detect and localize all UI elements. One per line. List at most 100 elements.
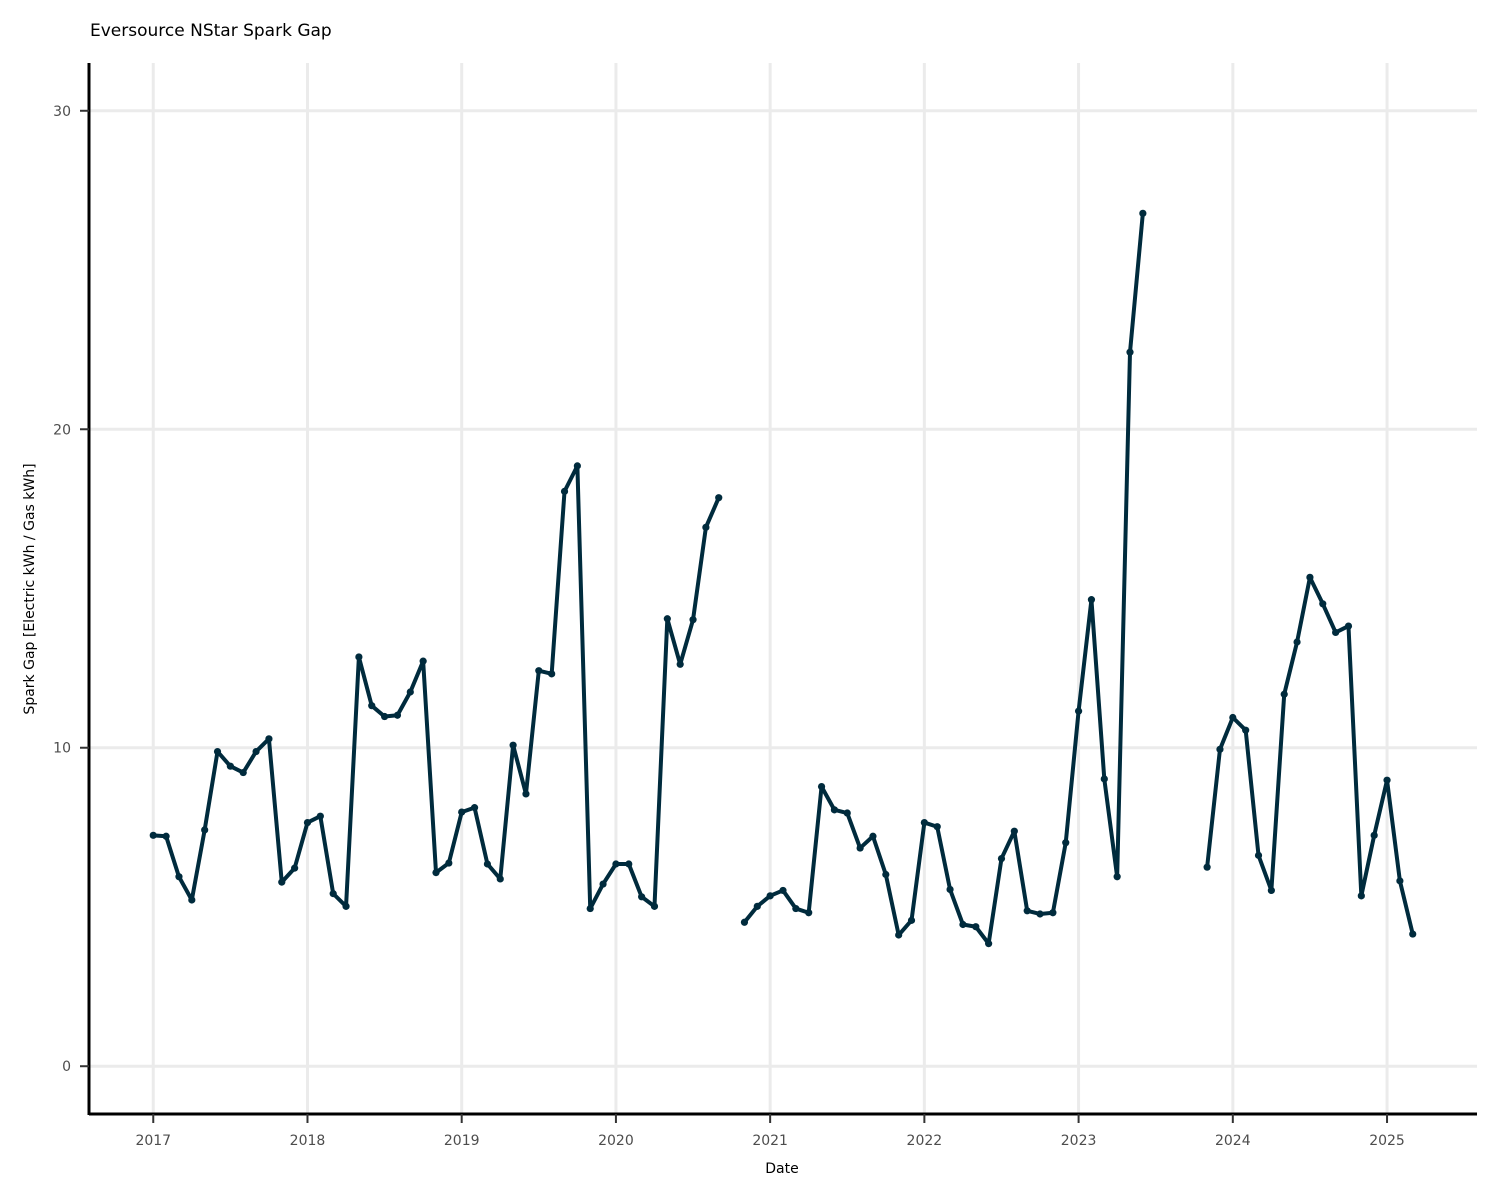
data-point [1357,892,1365,900]
data-point [856,844,864,852]
data-point [817,783,826,791]
data-point [1074,707,1083,715]
y-tick-label: 10 [53,741,71,757]
data-point [1383,776,1391,784]
x-tick-label: 2022 [907,1133,943,1149]
data-point [1306,573,1314,581]
data-point [985,940,993,948]
data-point [368,702,376,710]
data-point [702,523,710,531]
series-group [149,209,1417,948]
data-point [1229,713,1237,722]
x-tick-label: 2019 [444,1133,480,1149]
data-point [522,790,530,798]
data-point [419,657,427,665]
data-point [1036,910,1044,918]
data-point [496,875,504,883]
data-point [638,893,646,901]
data-point [560,487,569,495]
y-tick-label: 20 [53,422,71,438]
data-point [586,904,594,913]
data-point [1023,907,1031,915]
data-point [316,812,324,820]
data-point [573,462,581,470]
data-point [445,859,453,867]
x-axis-title: Date [765,1161,798,1177]
data-point [548,670,556,678]
data-point [432,868,440,877]
data-point [1332,628,1340,637]
data-point [792,904,800,913]
y-axis-ticks: 0 10 20 30 [53,104,89,1075]
y-axis-title: Spark Gap [Electric kWh / Gas kWh] [22,463,38,714]
data-point [740,918,749,926]
data-point [1113,873,1121,881]
y-gridlines [89,109,1477,1068]
data-point [625,860,633,868]
data-point [1344,622,1353,630]
data-point [1267,886,1275,895]
data-point [175,873,183,881]
data-point [1126,348,1134,356]
data-point [188,896,196,904]
data-point [1010,827,1018,835]
data-point [149,831,157,839]
x-tick-label: 2023 [1061,1133,1097,1149]
data-point [1062,839,1070,847]
data-point [291,864,299,872]
data-point [1293,638,1301,646]
data-point [997,854,1006,863]
data-point [1319,600,1327,608]
x-axis-ticks: 2017 2018 2019 2020 2021 2022 2023 2024 2025 [135,1114,1405,1149]
series-line-segment [742,211,1145,946]
data-point [535,667,543,675]
data-point [303,818,312,827]
data-point [1139,209,1147,217]
x-gridlines [151,63,1389,1114]
data-point [342,902,350,910]
x-tick-label: 2024 [1215,1133,1251,1149]
data-point [393,711,402,719]
data-point [689,616,697,624]
data-point [380,712,389,721]
y-tick-label: 30 [53,104,71,120]
data-point [470,804,479,812]
data-point [933,823,941,831]
data-point [201,826,209,834]
data-point [1254,851,1263,859]
data-point [946,885,954,894]
y-tick-label: 0 [62,1059,71,1075]
chart-title: Eversource NStar Spark Gap [90,21,332,41]
data-point [650,902,659,910]
data-point [830,806,839,814]
data-point [509,741,517,749]
data-point [355,653,363,661]
series-line-segment [151,463,721,911]
data-point [753,902,761,910]
data-point [779,886,787,895]
data-point [869,832,877,840]
data-point [1049,909,1057,917]
data-point [406,688,414,696]
data-point [252,747,260,756]
data-point [599,880,607,888]
x-tick-label: 2017 [135,1133,171,1149]
data-point [458,808,466,816]
data-point [612,860,620,868]
data-point [805,909,813,917]
data-point [907,916,916,924]
data-point [226,762,234,770]
data-point [1203,863,1211,871]
data-point [920,818,928,827]
data-point [1100,775,1108,783]
data-point [1216,745,1224,753]
data-point [663,615,671,623]
data-point [843,809,851,817]
data-point [959,920,967,929]
data-point [1280,690,1288,698]
data-point [895,931,903,939]
data-point [1242,726,1250,734]
data-point [265,735,273,743]
data-point [715,494,723,502]
